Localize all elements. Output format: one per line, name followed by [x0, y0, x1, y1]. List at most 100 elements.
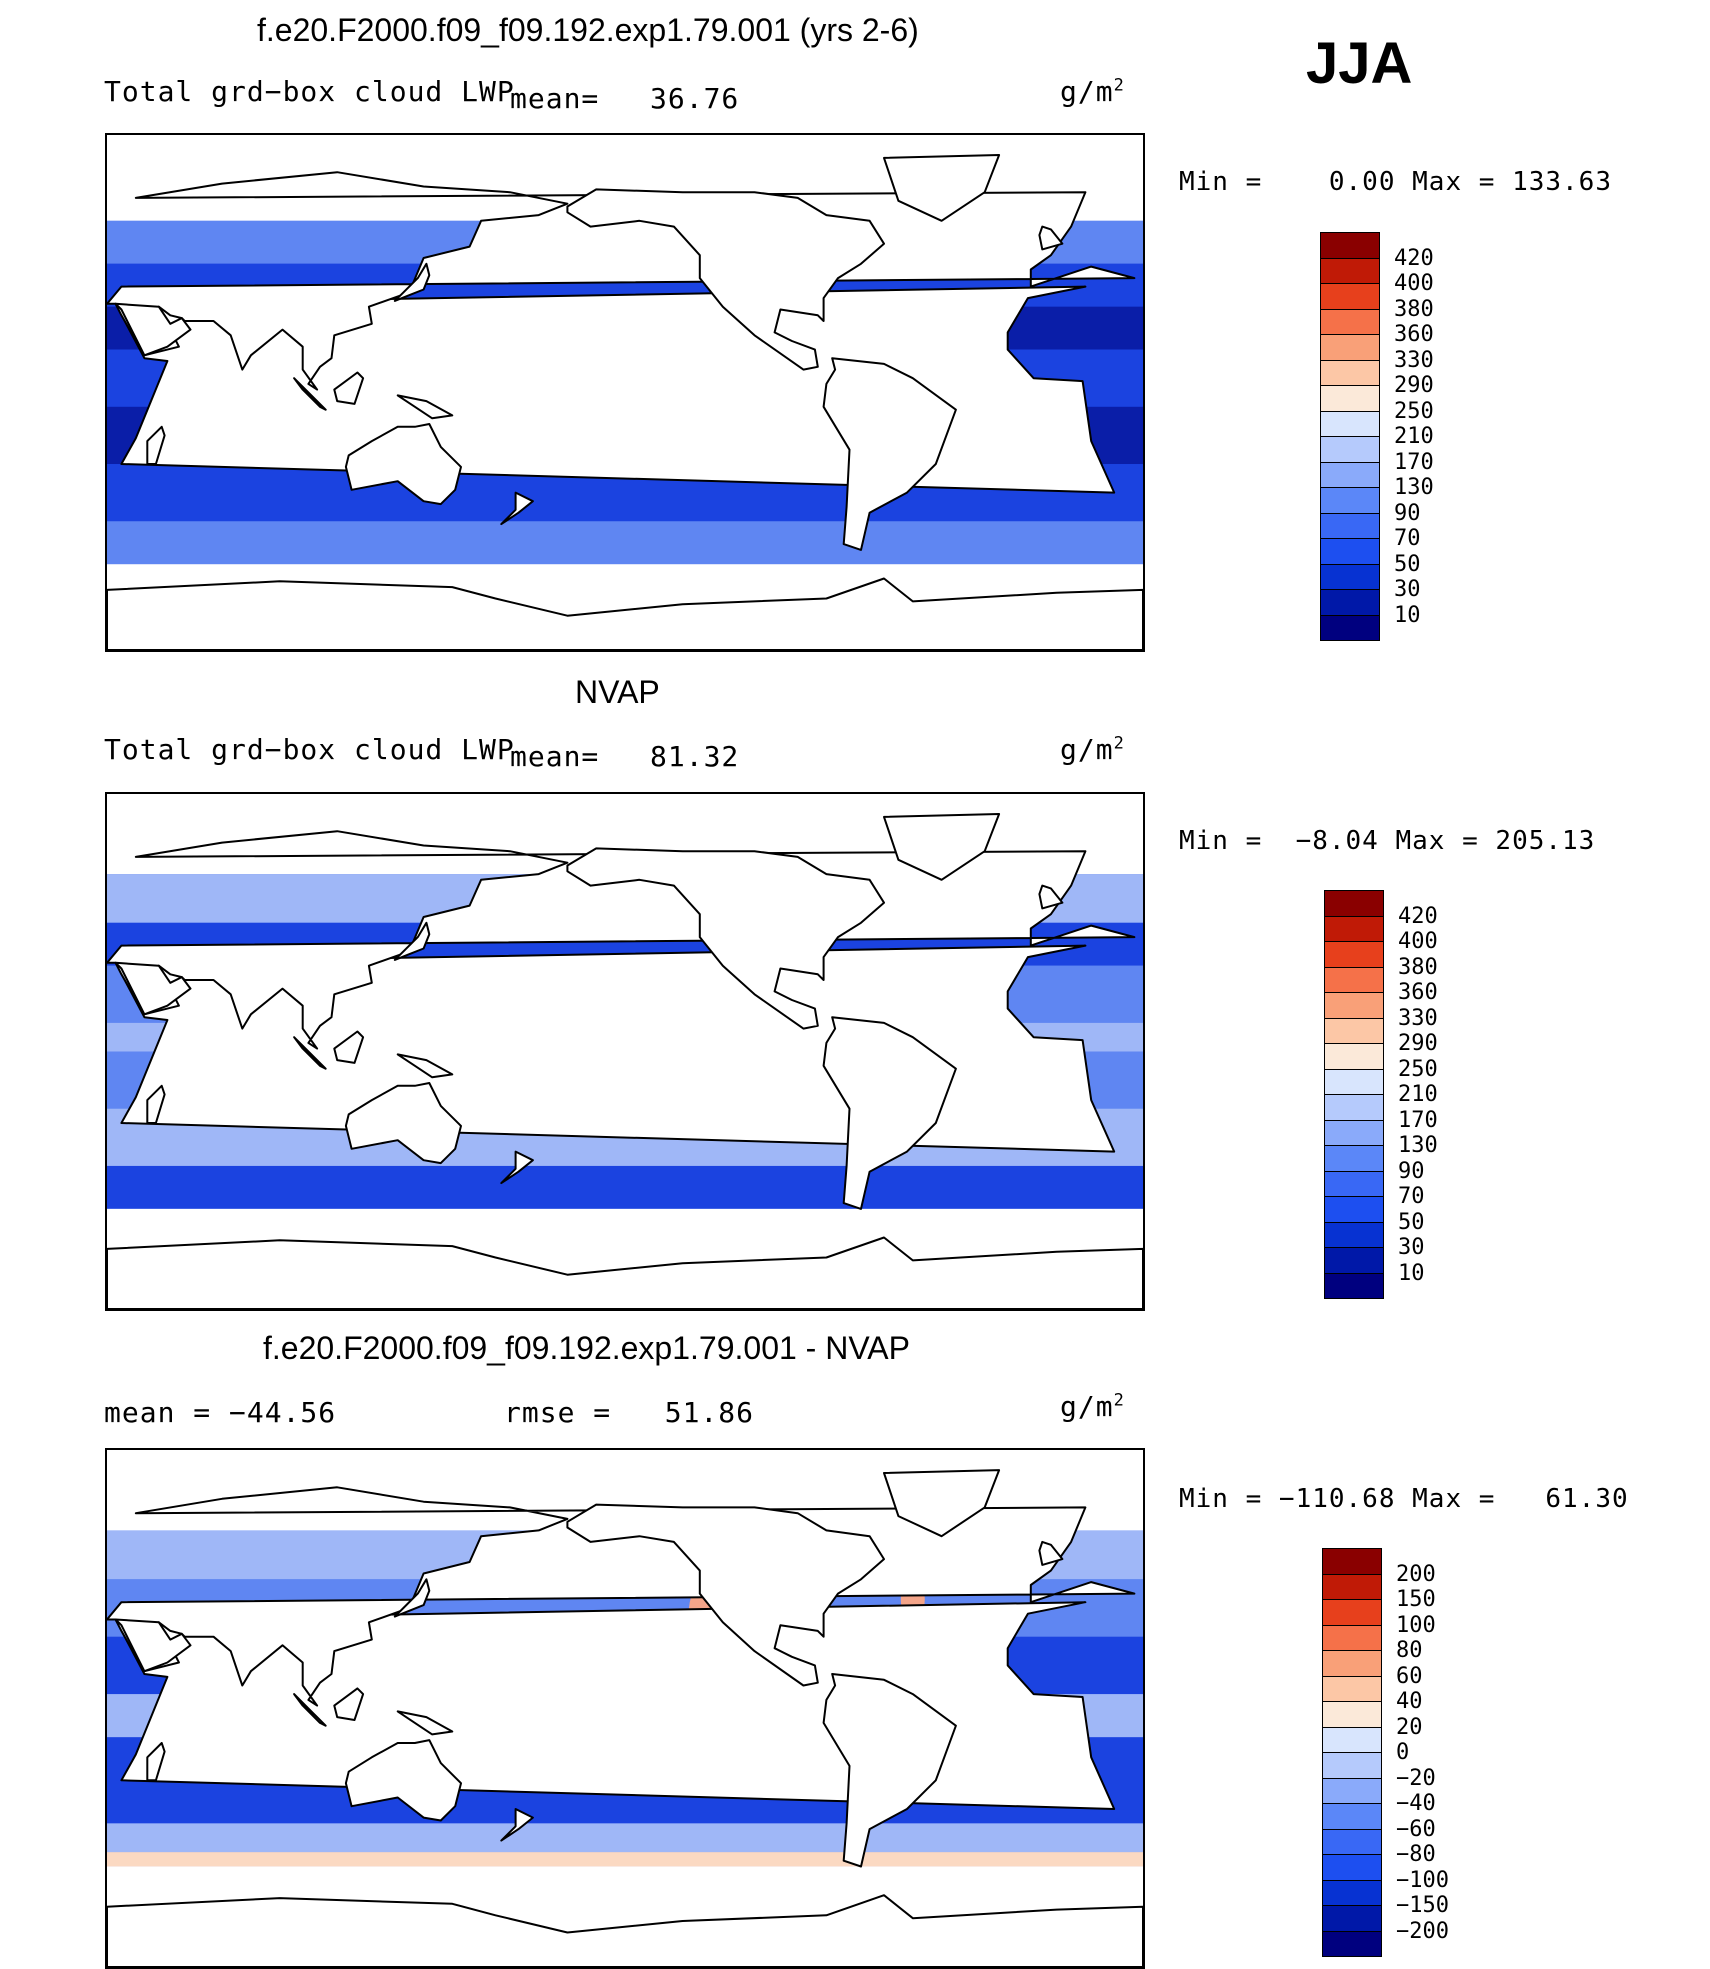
- colorbar-tick-label: 70: [1394, 526, 1421, 551]
- panel-1-mean-value: 36.76: [650, 82, 740, 115]
- colorbar-box: [1320, 334, 1380, 361]
- colorbar-box: [1322, 1675, 1382, 1702]
- panel-2-minmax: Min = −8.04 Max = 205.13: [1179, 826, 1596, 856]
- colorbar-tick-label: −40: [1396, 1791, 1436, 1816]
- panel-2-title: NVAP: [575, 674, 660, 710]
- colorbar-box: [1324, 1196, 1384, 1223]
- colorbar-tick-label: 250: [1394, 398, 1434, 424]
- continent-borneo: [333, 1687, 365, 1721]
- colorbar-tick-label: −20: [1396, 1765, 1436, 1791]
- continent-nz: [500, 1150, 534, 1185]
- panel-1-units: g/m2: [1060, 75, 1125, 108]
- colorbar-box: [1322, 1879, 1382, 1906]
- continent-aus: [344, 1739, 462, 1822]
- colorbar-box: [1322, 1930, 1382, 1957]
- panel-3-units: g/m2: [1060, 1390, 1125, 1423]
- panel-3-mean: mean = −44.56: [104, 1396, 337, 1429]
- continent-nam: [566, 847, 885, 1030]
- colorbar-tick-label: 210: [1398, 1082, 1438, 1107]
- colorbar-tick-label: 130: [1394, 475, 1434, 500]
- panel-3-title: f.e20.F2000.f09_f09.192.exp1.79.001 - NV…: [263, 1330, 910, 1366]
- colorbar-box: [1324, 941, 1384, 968]
- colorbar-tick-label: 380: [1398, 954, 1438, 980]
- colorbar-box: [1322, 1624, 1382, 1651]
- colorbar-tick-label: 20: [1396, 1714, 1423, 1740]
- continent-sumatra: [293, 1036, 327, 1070]
- colorbar-tick-label: 60: [1396, 1663, 1423, 1689]
- colorbar-tick-label: 380: [1394, 296, 1434, 322]
- colorbar-box: [1324, 1068, 1384, 1095]
- colorbar-tick-label: 170: [1398, 1107, 1438, 1133]
- colorbar-box: [1322, 1701, 1382, 1728]
- colorbar-tick-label: 100: [1396, 1612, 1436, 1638]
- colorbar-box: [1324, 1043, 1384, 1070]
- continent-nz: [500, 1808, 534, 1842]
- colorbar-tick-label: 420: [1398, 903, 1438, 929]
- colorbar-box: [1324, 992, 1384, 1019]
- colorbar-box: [1322, 1599, 1382, 1626]
- colorbar-tick-label: 10: [1398, 1260, 1425, 1286]
- season-label: JJA: [1306, 31, 1413, 96]
- colorbar-box: [1320, 385, 1380, 412]
- colorbar-box: [1322, 1548, 1382, 1575]
- continent-japan: [393, 1578, 431, 1618]
- continent-sumatra: [293, 377, 327, 411]
- colorbar-box: [1322, 1854, 1382, 1881]
- continent-borneo: [333, 371, 365, 405]
- colorbar-box: [1324, 1170, 1384, 1197]
- colorbar-box: [1322, 1777, 1382, 1804]
- colorbar-box: [1320, 436, 1380, 463]
- continent-nz: [500, 491, 534, 526]
- continent-madagascar: [146, 1084, 166, 1124]
- colorbar-tick-label: 0: [1396, 1740, 1410, 1765]
- colorbar-box: [1320, 538, 1380, 565]
- continent-sam: [822, 357, 957, 551]
- colorbar-box: [1320, 257, 1380, 284]
- colorbar-tick-label: 250: [1398, 1056, 1438, 1082]
- colorbar-tick-label: 290: [1398, 1031, 1438, 1056]
- colorbar-tick-label: 80: [1396, 1638, 1423, 1663]
- colorbar-box: [1322, 1573, 1382, 1600]
- colorbar-box: [1320, 461, 1380, 488]
- colorbar-box: [1324, 1119, 1384, 1146]
- colorbar-tick-label: 420: [1394, 245, 1434, 271]
- colorbar-box: [1324, 1247, 1384, 1274]
- colorbar-box: [1320, 563, 1380, 590]
- colorbar-box: [1324, 915, 1384, 942]
- continent-japan: [393, 921, 431, 961]
- continent-ng: [396, 1053, 454, 1079]
- colorbar-tick-label: 40: [1396, 1689, 1423, 1714]
- continent-greenland: [883, 813, 1001, 881]
- colorbar-box: [1320, 410, 1380, 437]
- colorbar-tick-label: 400: [1394, 271, 1434, 296]
- colorbar-tick-label: 30: [1394, 577, 1421, 602]
- panel-2-mean-label: mean=: [510, 740, 600, 773]
- continent-arabia: [114, 302, 192, 357]
- colorbar-box: [1320, 359, 1380, 386]
- continent-sam: [822, 1673, 957, 1868]
- panel-2-colorbar: 10 30 50 70 90 130 170 210 250 290 330 360 380 400 420: [1324, 890, 1484, 1299]
- colorbar-box: [1324, 1221, 1384, 1248]
- panel-2-mean-value: 81.32: [650, 740, 740, 773]
- colorbar-box: [1324, 1017, 1384, 1044]
- lwp-band: [107, 521, 1143, 565]
- continent-arabia: [114, 961, 192, 1016]
- continent-madagascar: [146, 425, 166, 465]
- continent-antarctica: [107, 1236, 1143, 1309]
- continent-antarctica: [107, 577, 1143, 650]
- colorbar-tick-label: 330: [1398, 1005, 1438, 1031]
- continent-ng: [396, 1710, 454, 1736]
- lwp-band: [107, 1823, 1143, 1853]
- colorbar-box: [1320, 487, 1380, 514]
- panel-1-mean-label: mean=: [510, 82, 600, 115]
- continent-greenland: [883, 1469, 1001, 1538]
- colorbar-box: [1320, 614, 1380, 641]
- continent-aus: [344, 423, 462, 506]
- colorbar-tick-label: 210: [1394, 424, 1434, 449]
- colorbar-tick-label: 30: [1398, 1235, 1425, 1260]
- colorbar-box: [1324, 966, 1384, 993]
- panel-2-units: g/m2: [1060, 733, 1125, 766]
- colorbar-box: [1324, 1272, 1384, 1299]
- colorbar-box: [1322, 1650, 1382, 1677]
- colorbar-tick-label: 90: [1398, 1158, 1425, 1184]
